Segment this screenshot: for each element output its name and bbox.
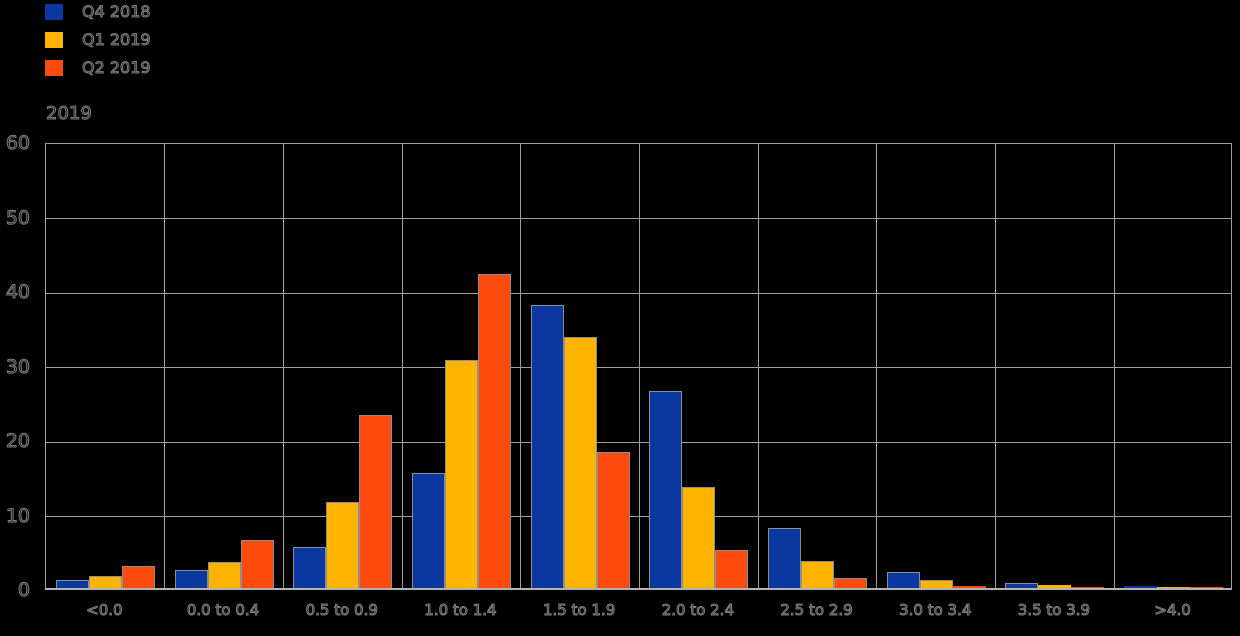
gridline-horizontal-50 [46, 218, 1231, 219]
y-tick-label-50: 50 [5, 206, 30, 229]
bar-q1-2019-bin-3 [444, 360, 478, 588]
bar-q1-2019-bin-2 [326, 501, 360, 588]
gridline-horizontal-20 [46, 441, 1231, 443]
x-tick-label-8: 3.5 to 3.9 [1017, 601, 1091, 620]
legend-swatch-q4-2018-icon [45, 4, 63, 20]
gridline-vertical-6 [757, 144, 759, 588]
x-tick-label-6: 2.5 to 2.9 [780, 601, 853, 620]
bar-q4-2018-bin-6 [768, 527, 802, 588]
bar-q2-2019-bin-6 [834, 578, 868, 588]
bar-q1-2019-bin-1 [207, 561, 241, 588]
bar-q2-2019-bin-8 [1071, 586, 1105, 588]
bar-q4-2018-bin-7 [886, 572, 920, 588]
gridline-vertical-3 [401, 144, 403, 588]
gridline-vertical-4 [520, 144, 522, 588]
x-tick-label-7: 3.0 to 3.4 [899, 601, 972, 620]
gridline-vertical-8 [995, 144, 997, 588]
bar-q4-2018-bin-1 [174, 570, 208, 588]
bar-q4-2018-bin-0 [55, 579, 89, 588]
bar-q2-2019-bin-0 [121, 565, 155, 588]
legend-label-q1-2019: Q1 2019 [82, 30, 152, 49]
x-tick-label-9: >4.0 [1154, 601, 1191, 620]
bar-q4-2018-bin-3 [411, 473, 445, 588]
bar-q1-2019-bin-9 [1157, 586, 1191, 588]
bar-q4-2018-bin-9 [1124, 586, 1158, 588]
y-tick-label-10: 10 [5, 504, 30, 527]
bar-q2-2019-bin-7 [952, 585, 986, 588]
x-tick-label-2: 0.5 to 0.9 [305, 601, 378, 620]
legend-swatch-q2-2019-icon [45, 60, 63, 76]
bar-q2-2019-bin-1 [240, 540, 274, 588]
legend-label-q4-2018: Q4 2018 [82, 2, 152, 21]
bar-q1-2019-bin-7 [919, 579, 953, 588]
y-tick-label-0: 0 [17, 579, 30, 602]
y-tick-label-30: 30 [5, 355, 30, 378]
gridline-vertical-1 [164, 144, 166, 588]
bar-q2-2019-bin-2 [359, 415, 393, 588]
bar-q1-2019-bin-8 [1038, 585, 1072, 588]
x-tick-label-1: 0.0 to 0.4 [186, 601, 260, 620]
gridline-vertical-9 [1113, 144, 1115, 588]
bar-q1-2019-bin-0 [88, 576, 122, 588]
legend-label-q2-2019: Q2 2019 [82, 58, 152, 77]
bar-q2-2019-bin-3 [477, 274, 511, 588]
x-tick-label-0: <0.0 [86, 601, 123, 620]
bar-q1-2019-bin-4 [563, 336, 597, 588]
legend-item-q2-2019[interactable]: Q2 2019 [45, 58, 152, 77]
x-tick-label-4: 1.5 to 1.9 [542, 601, 616, 620]
x-tick-label-5: 2.0 to 2.4 [661, 601, 734, 620]
gridline-horizontal-40 [46, 292, 1231, 294]
y-tick-label-40: 40 [5, 281, 30, 304]
x-tick-label-3: 1.0 to 1.4 [424, 601, 497, 620]
legend-item-q4-2018[interactable]: Q4 2018 [45, 2, 152, 21]
bar-q1-2019-bin-5 [682, 486, 716, 588]
bar-q2-2019-bin-5 [715, 550, 749, 588]
bar-q4-2018-bin-4 [530, 304, 564, 588]
gridline-horizontal-30 [46, 367, 1231, 368]
gridline-horizontal-10 [46, 516, 1231, 517]
bar-q2-2019-bin-9 [1190, 587, 1224, 588]
bar-q4-2018-bin-8 [1005, 582, 1039, 588]
bar-q2-2019-bin-4 [596, 451, 630, 588]
legend-item-q1-2019[interactable]: Q1 2019 [45, 30, 152, 49]
legend: Q4 2018 Q1 2019 Q2 2019 [45, 2, 152, 88]
gridline-vertical-5 [639, 144, 640, 588]
bar-q4-2018-bin-2 [293, 547, 327, 588]
plot-area [45, 143, 1232, 590]
chart-title: 2019 [46, 103, 93, 125]
y-tick-label-20: 20 [5, 430, 30, 453]
legend-swatch-q1-2019-icon [45, 32, 63, 48]
bar-q1-2019-bin-6 [801, 561, 835, 588]
gridline-vertical-2 [282, 144, 284, 588]
bar-q4-2018-bin-5 [649, 390, 683, 588]
y-tick-label-60: 60 [5, 132, 30, 155]
gridline-vertical-7 [876, 144, 878, 588]
